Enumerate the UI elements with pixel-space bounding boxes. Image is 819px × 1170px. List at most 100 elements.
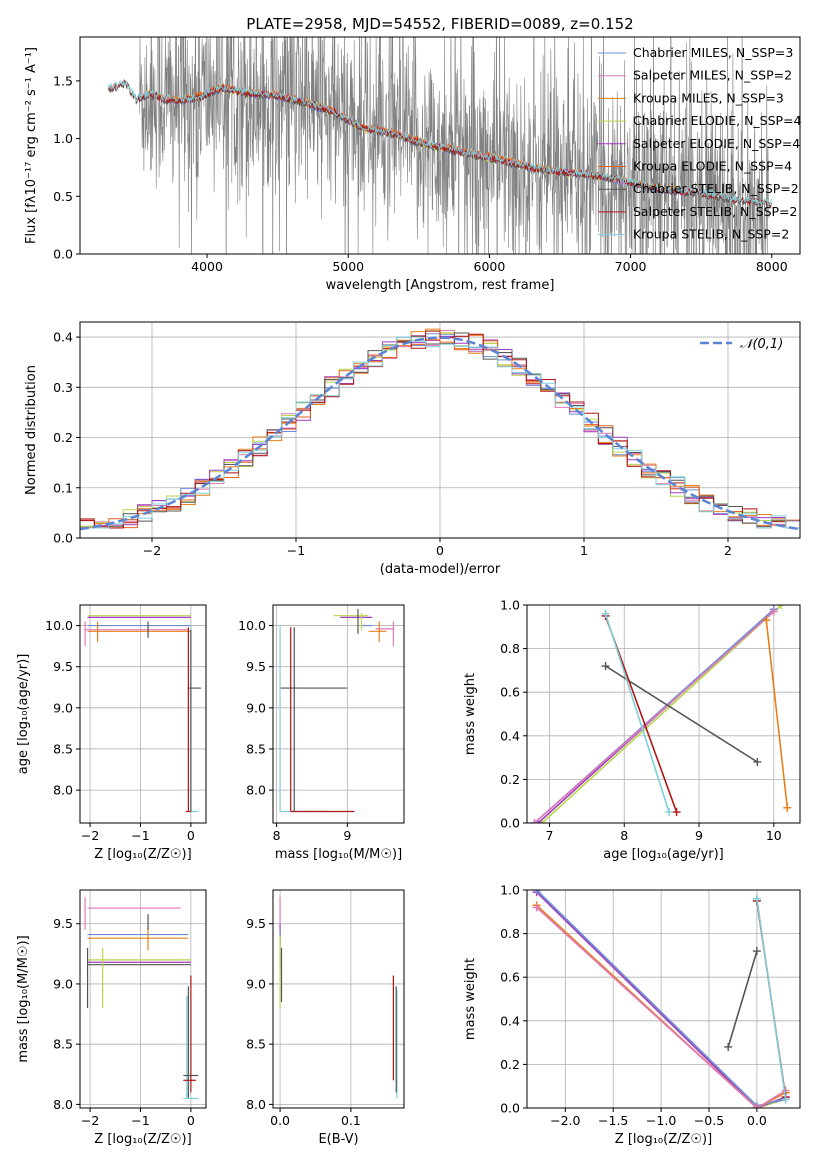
data-point-marker [532, 890, 541, 894]
x-tick-label: 7000 [615, 259, 647, 274]
x-tick-label: 8 [273, 828, 281, 843]
data-point-marker [752, 894, 761, 903]
x-axis-label: Z [log₁₀(Z/Z☉)] [615, 1132, 712, 1147]
x-tick-label: 0 [187, 828, 195, 843]
y-tick-label: 8.5 [53, 741, 73, 756]
legend-label: Chabrier STELIB, N_SSP=2 [633, 181, 799, 196]
weight-line [536, 906, 787, 1108]
x-tick-label: −2 [81, 828, 99, 843]
y-tick-label: 0.5 [53, 189, 73, 204]
legend-label: Salpeter ELODIE, N_SSP=4 [633, 136, 800, 151]
axes-frame [272, 604, 405, 824]
data-point-marker [672, 808, 681, 817]
axes-frame [526, 604, 801, 824]
data-point-marker [777, 605, 786, 609]
y-tick-label: 0.6 [500, 685, 520, 700]
x-tick-label: −2.0 [550, 1113, 580, 1128]
y-tick-label: 8.5 [246, 741, 266, 756]
y-axis-label: Flux [fλ10⁻¹⁷ erg cm⁻² s⁻¹ A⁻¹] [24, 47, 39, 244]
chart-title: PLATE=2958, MJD=54552, FIBERID=0089, z=0… [246, 15, 633, 33]
plot-area [532, 890, 790, 1108]
plot-area [80, 328, 800, 531]
legend-label: Salpeter MILES, N_SSP=2 [633, 68, 792, 83]
plot-area [279, 897, 398, 1099]
x-axis-label: Z [log₁₀(Z/Z☉)] [94, 1132, 191, 1147]
legend-label: Chabrier ELODIE, N_SSP=4 [633, 113, 802, 128]
x-tick-label: 0 [187, 1113, 195, 1128]
weight-line [756, 898, 787, 1100]
plot-area [530, 605, 792, 823]
y-tick-label: 1.0 [53, 131, 73, 146]
x-tick-label: 1 [580, 543, 588, 558]
histogram-series [80, 336, 800, 529]
x-tick-label: 5000 [332, 259, 364, 274]
panel-spectrum: Chabrier MILES, N_SSP=3 Salpeter MILES, N… [24, 15, 802, 293]
weight-line [605, 665, 758, 763]
data-point-marker [781, 1095, 790, 1104]
legend-label: Chabrier MILES, N_SSP=3 [633, 45, 793, 60]
weight-line [765, 620, 789, 808]
data-point-marker [752, 1104, 761, 1108]
weight-line [604, 613, 670, 813]
x-tick-label: 7 [545, 828, 553, 843]
x-axis-label: age [log₁₀(age/yr)] [603, 847, 724, 862]
legend-label: 𝒩(0,1) [740, 337, 783, 352]
axes-frame [79, 889, 207, 1109]
x-tick-label: 8000 [756, 259, 788, 274]
x-tick-label: −1.0 [646, 1113, 676, 1128]
y-tick-label: 8.0 [53, 783, 73, 798]
y-tick-label: 0.6 [500, 970, 520, 985]
y-tick-label: 8.0 [246, 1097, 266, 1112]
y-tick-label: 0.4 [500, 728, 520, 743]
legend-label: Salpeter STELIB, N_SSP=2 [633, 204, 797, 219]
data-point-marker [532, 903, 541, 912]
gaussian-curve [80, 336, 800, 531]
y-tick-label: 10.0 [238, 618, 266, 633]
x-tick-label: 0.0 [747, 1113, 767, 1128]
x-tick-label: 9 [343, 828, 351, 843]
x-axis-label: E(B-V) [318, 1132, 358, 1147]
x-tick-label: −1 [131, 828, 149, 843]
data-point-marker [601, 609, 610, 618]
plot-area [84, 615, 201, 813]
data-point-marker [762, 616, 771, 625]
y-axis-label: mass weight [463, 958, 478, 1040]
axes-frame [526, 889, 801, 1109]
y-tick-label: 0.0 [53, 531, 73, 546]
data-point-marker [752, 947, 761, 956]
y-tick-label: 0.0 [500, 816, 520, 831]
y-tick-label: 9.5 [246, 916, 266, 931]
x-tick-label: −1.5 [598, 1113, 628, 1128]
y-tick-label: 0.8 [500, 641, 520, 656]
y-tick-label: 1.0 [500, 598, 520, 613]
legend: 𝒩(0,1) [700, 337, 783, 352]
x-tick-label: 0 [436, 543, 444, 558]
y-tick-label: 9.5 [53, 916, 73, 931]
y-tick-label: 9.0 [246, 700, 266, 715]
y-tick-label: 0.4 [53, 330, 73, 345]
legend: Chabrier MILES, N_SSP=3 Salpeter MILES, N… [598, 45, 802, 242]
histogram-series [80, 334, 800, 529]
x-axis-label: wavelength [Angstrom, rest frame] [326, 278, 555, 293]
panel-mass-vs-z: −2 −1 0 8.0 8.5 9.0 9.5 Z [log₁₀(Z/Z☉)] mass [lo… [16, 889, 207, 1147]
y-tick-label: 8.0 [246, 783, 266, 798]
y-tick-label: 0.8 [500, 926, 520, 941]
data-point-marker [753, 757, 762, 766]
y-tick-label: 8.5 [53, 1037, 73, 1052]
data-point-marker [530, 819, 539, 823]
observed-spectrum [139, 37, 770, 254]
weight-line [536, 904, 786, 1108]
panel-age-vs-z: −2 −1 0 8.0 8.5 9.0 9.5 10.0 Z [log₁₀(Z/Z☉)] age … [16, 604, 207, 862]
y-tick-label: 0.2 [500, 772, 520, 787]
panel-mass-vs-ebv: 0.0 0.1 8.0 8.5 9.0 9.5 E(B-V) [246, 889, 405, 1147]
plot-area [107, 37, 772, 254]
x-tick-label: −1 [287, 543, 305, 558]
x-axis-label: mass [log₁₀(M/M☉)] [275, 847, 402, 862]
x-tick-label: −1 [131, 1113, 149, 1128]
x-tick-label: 9 [695, 828, 703, 843]
y-tick-label: 9.0 [53, 976, 73, 991]
x-tick-label: 2 [724, 543, 732, 558]
axes-frame [272, 889, 405, 1109]
x-tick-label: 0.1 [341, 1113, 361, 1128]
